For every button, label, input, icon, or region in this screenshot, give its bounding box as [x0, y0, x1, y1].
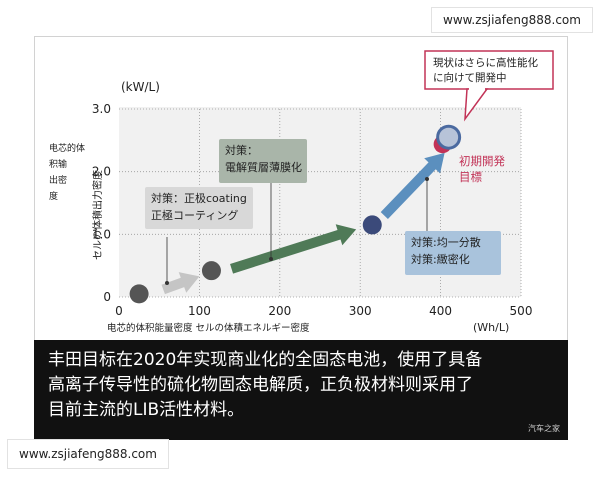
x-tick-label: 100 [188, 304, 211, 318]
caption-line: 丰田目标在2020年实现商业化的全固态电池，使用了具备 [48, 350, 483, 370]
x-tick-label: 500 [510, 304, 533, 318]
x-tick-label: 200 [268, 304, 291, 318]
arrow-shape [230, 224, 357, 274]
caption-line: 目前主流的LIB活性材料。 [48, 400, 245, 420]
y-axis-label-jp: セルの体積出力密度 [91, 170, 104, 260]
target-label: 初期開発 [459, 154, 505, 168]
callout-text: 現状はさらに高性能化 [433, 56, 538, 69]
data-point [201, 261, 221, 281]
leader-dot [425, 177, 429, 181]
y-tick-label: 3.0 [92, 102, 111, 116]
label-box-2-bg [219, 139, 307, 183]
label-box-3-text: 対策:緻密化 [411, 252, 470, 266]
arrow-shape [380, 152, 445, 220]
current-point [436, 124, 462, 150]
watermark-top: www.zsjiafeng888.com [432, 8, 592, 32]
arrow [161, 272, 200, 295]
leader-dot [269, 257, 273, 261]
x-axis-label: 电芯的体积能量密度 セルの体積エネルギー密度 [107, 322, 310, 334]
caption-box: 丰田目标在2020年实现商业化的全固态电池，使用了具备 高离子传导性的硫化物固态… [34, 340, 568, 440]
arrow [380, 152, 445, 220]
caption-line: 高离子传导性的硫化物固态电解质，正负极材料则采用了 [48, 375, 473, 395]
y-axis-label-cn: 积输 [49, 158, 67, 170]
x-tick-label: 300 [349, 304, 372, 318]
label-box-3-bg [405, 231, 501, 275]
data-point [362, 215, 382, 235]
label-box-1-text: 正極コーティング [151, 208, 238, 222]
y-tick-label: 1.0 [92, 227, 111, 241]
label-box-1-text: 対策：正极coating [151, 191, 247, 205]
x-unit-label: (Wh/L) [473, 321, 509, 334]
callout-box [424, 50, 554, 90]
label-box-1-bg [145, 187, 253, 229]
label-box-2-text: 電解質層薄膜化 [225, 160, 302, 174]
chart-svg: 0 1.0 2.0 3.0 0 100 200 300 400 500 (kW/L) (Wh/L) 电芯… [49, 50, 554, 334]
label-box-2-text: 対策： [225, 143, 258, 157]
callout-text: に向けて開発中 [433, 71, 507, 84]
arrow [230, 224, 357, 274]
y-axis-label-cn: 出密 [49, 174, 67, 186]
target-label: 目標 [459, 170, 482, 184]
y-unit-label: (kW/L) [121, 80, 160, 94]
leader-dot [165, 281, 169, 285]
y-axis-label-cn: 电芯的体 [49, 142, 85, 154]
data-point [129, 284, 149, 304]
label-box-3-text: 対策:均一分散 [411, 235, 481, 249]
arrow-shape [161, 272, 200, 295]
y-tick-label: 0 [103, 290, 111, 304]
y-tick-label: 2.0 [92, 165, 111, 179]
y-axis-label-cn: 度 [49, 190, 58, 202]
x-tick-label: 400 [429, 304, 452, 318]
source-label: 汽车之家 [528, 424, 560, 433]
x-tick-label: 0 [115, 304, 123, 318]
watermark-bottom: www.zsjiafeng888.com [8, 440, 168, 468]
